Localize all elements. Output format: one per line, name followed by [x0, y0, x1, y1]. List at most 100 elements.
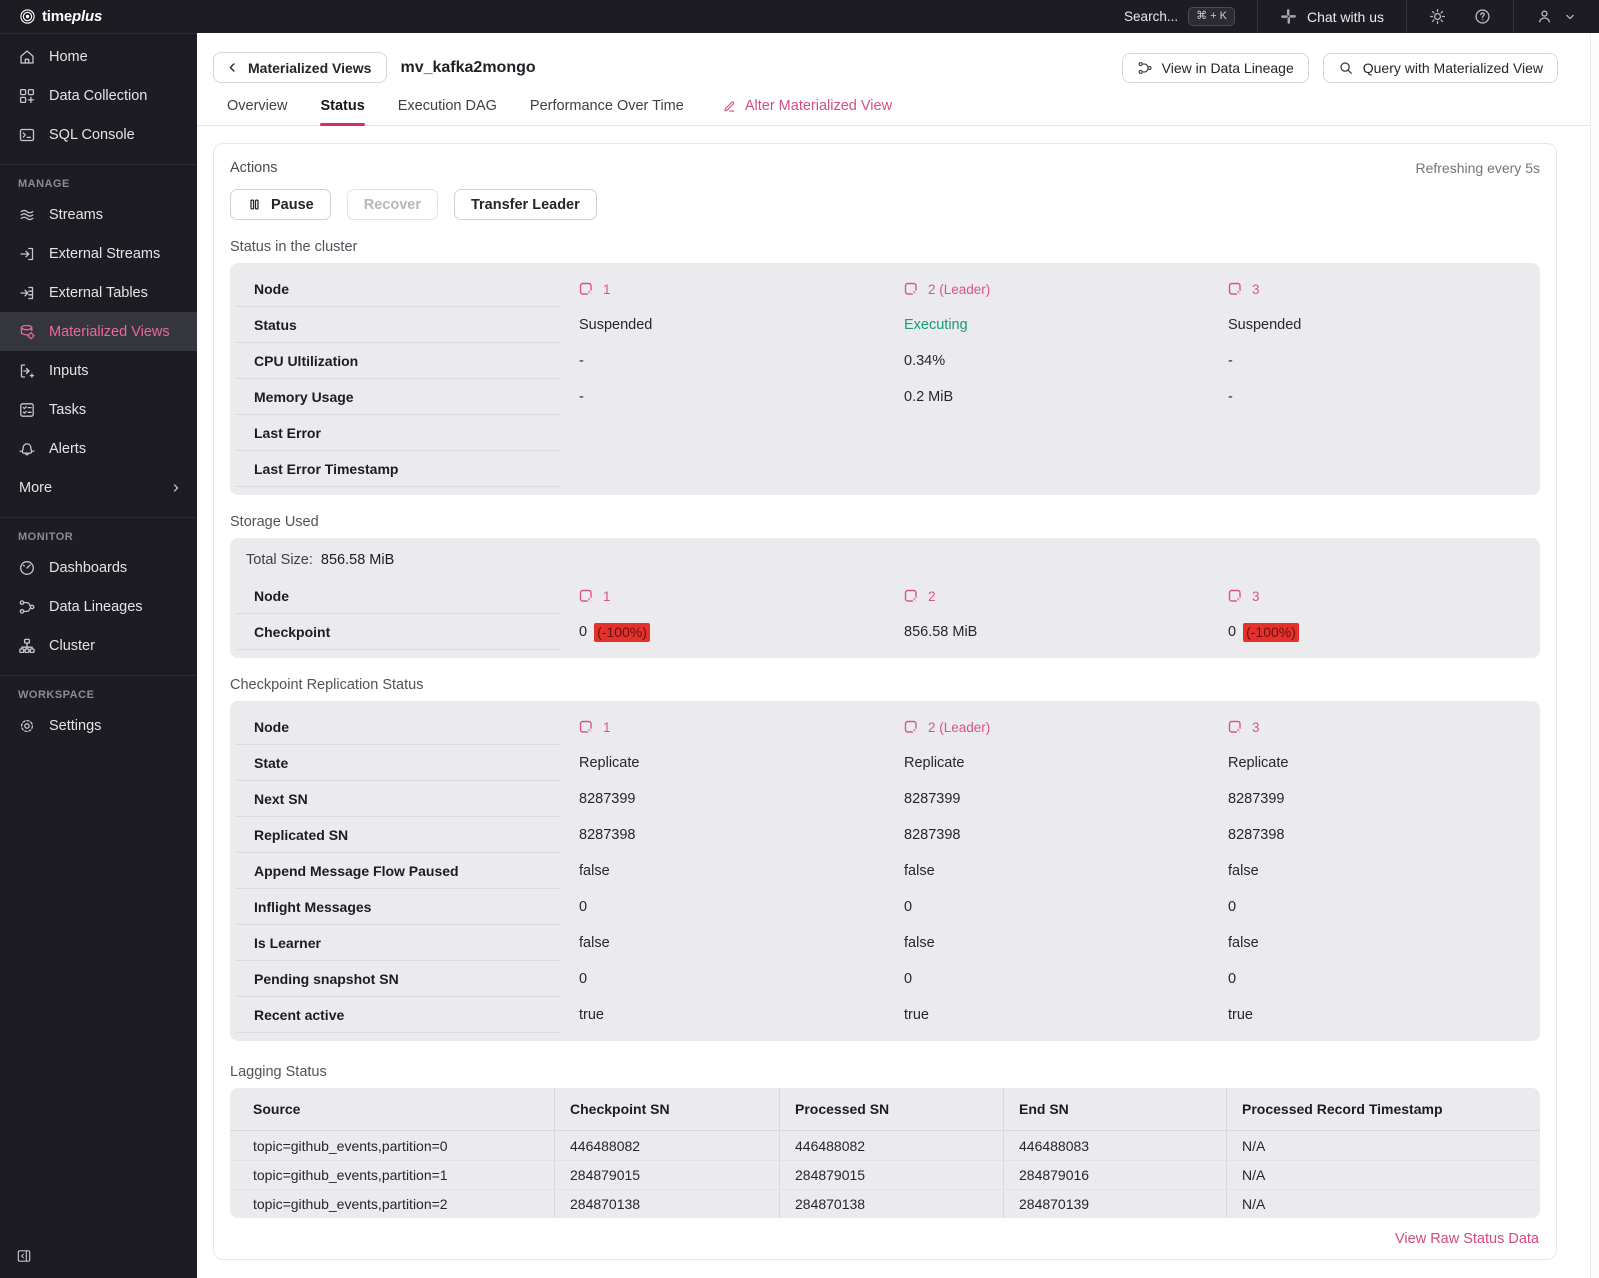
sidebar-item-streams[interactable]: Streams [0, 195, 197, 234]
help-button[interactable] [1460, 0, 1513, 33]
external-tables-icon [20, 286, 34, 299]
collapse-sidebar-icon [17, 1250, 31, 1262]
pencil-icon [724, 100, 735, 112]
node-cell: 3 [1210, 709, 1540, 745]
sidebar-item-more[interactable]: More [0, 468, 197, 507]
back-to-materialized-views-button[interactable]: Materialized Views [213, 52, 388, 83]
sidebar-collapse-button[interactable] [16, 1248, 32, 1264]
total-size-row: Total Size: 856.58 MiB [246, 552, 395, 568]
pause-icon [250, 199, 259, 210]
theme-toggle-button[interactable] [1407, 0, 1460, 33]
tab-execution-dag[interactable]: Execution DAG [397, 98, 497, 114]
storage-used-table: Total Size: 856.58 MiB Node 1 2 3 [230, 538, 1540, 658]
chevron-down-icon [1566, 14, 1574, 19]
sun-icon [1429, 8, 1446, 25]
transfer-leader-button[interactable]: Transfer Leader [453, 189, 597, 220]
refresh-note: Refreshing every 5s [1415, 160, 1540, 176]
data-lineage-icon [1138, 61, 1152, 74]
total-size-value: 856.58 MiB [320, 552, 395, 568]
sidebar-item-settings[interactable]: Settings [0, 706, 197, 745]
table-row: Recent active true true true [230, 997, 1540, 1033]
timeplus-logo-icon [20, 9, 35, 24]
sidebar-item-inputs[interactable]: Inputs [0, 351, 197, 390]
cluster-icon [19, 638, 35, 653]
cluster-status-title: Status in the cluster [230, 239, 358, 255]
external-streams-icon [20, 247, 34, 260]
sidebar-item-label: More [19, 479, 53, 496]
sidebar-item-label: Inputs [49, 362, 89, 379]
materialized-views-icon [20, 324, 35, 339]
page-header: Materialized Views mv_kafka2mongo View i… [197, 33, 1599, 83]
cluster-status-table: Node 1 2 (Leader) 3 Status Suspended Exe… [230, 263, 1540, 495]
node-cell: 2 [886, 578, 1210, 614]
recover-button[interactable]: Recover [346, 189, 438, 220]
executing-status: Executing [904, 317, 968, 333]
sidebar-section-monitor: MONITOR [18, 531, 74, 543]
sidebar: Home Data Collection SQL Console MANAGE … [0, 33, 197, 1278]
brand-name: timeplus [42, 8, 103, 25]
sidebar-item-external-tables[interactable]: External Tables [0, 273, 197, 312]
tab-alter-materialized-view[interactable]: Alter Materialized View [722, 98, 892, 125]
sidebar-item-label: Cluster [49, 637, 95, 654]
chat-with-us-button[interactable]: Chat with us [1258, 0, 1406, 33]
data-collection-icon [19, 88, 35, 103]
scrollbar[interactable] [1590, 33, 1599, 1278]
lagging-status-title: Lagging Status [230, 1064, 327, 1080]
sidebar-item-sql-console[interactable]: SQL Console [0, 115, 197, 154]
table-row: State Replicate Replicate Replicate [230, 745, 1540, 781]
sidebar-item-alerts[interactable]: Alerts [0, 429, 197, 468]
chevron-right-icon [173, 483, 179, 492]
sidebar-item-external-streams[interactable]: External Streams [0, 234, 197, 273]
table-row: topic=github_events,partition=1 28487901… [230, 1160, 1540, 1189]
tab-status[interactable]: Status [320, 98, 366, 126]
table-row: Replicated SN 8287398 8287398 8287398 [230, 817, 1540, 853]
tab-overview[interactable]: Overview [227, 98, 288, 114]
chat-label: Chat with us [1306, 8, 1384, 25]
table-row: Memory Usage - 0.2 MiB - [230, 379, 1540, 415]
node-icon [579, 720, 594, 735]
sidebar-item-label: External Streams [49, 245, 161, 262]
sidebar-item-label: Data Collection [49, 87, 148, 104]
lagging-status-table: Source Checkpoint SN Processed SN End SN… [230, 1088, 1540, 1218]
view-in-data-lineage-button[interactable]: View in Data Lineage [1121, 52, 1309, 83]
sidebar-item-dashboards[interactable]: Dashboards [0, 548, 197, 587]
checkpoint-cell: 0 (-100%) [1210, 614, 1540, 650]
topbar-divider [1256, 0, 1258, 33]
sidebar-section-manage: MANAGE [18, 178, 70, 190]
sidebar-item-home[interactable]: Home [0, 37, 197, 76]
search-label: Search... [1124, 9, 1179, 24]
account-menu[interactable] [1514, 0, 1599, 33]
sidebar-item-label: Alerts [49, 440, 87, 457]
tab-performance-over-time[interactable]: Performance Over Time [529, 98, 684, 114]
table-row: Node 1 2 (Leader) 3 [230, 709, 1540, 745]
page-title: mv_kafka2mongo [400, 58, 536, 76]
checkpoint-cell: 856.58 MiB [904, 624, 978, 640]
sidebar-item-cluster[interactable]: Cluster [0, 626, 197, 665]
query-with-materialized-view-button[interactable]: Query with Materialized View [1322, 52, 1558, 83]
node-icon [904, 720, 919, 735]
node-cell: 1 [561, 271, 886, 307]
table-row: Last Error Timestamp [230, 451, 1540, 487]
sidebar-item-data-lineages[interactable]: Data Lineages [0, 587, 197, 626]
dashboards-icon [20, 560, 34, 575]
sidebar-item-materialized-views[interactable]: Materialized Views [0, 312, 197, 351]
topbar-divider [1406, 0, 1407, 33]
table-row: Node 1 2 3 [230, 578, 1540, 614]
actions-title: Actions [230, 160, 278, 176]
data-lineages-icon [19, 599, 35, 614]
sidebar-item-tasks[interactable]: Tasks [0, 390, 197, 429]
pause-button[interactable]: Pause [230, 189, 331, 220]
sidebar-item-label: Data Lineages [49, 598, 143, 615]
alerts-icon [19, 442, 35, 456]
view-raw-status-data-link[interactable]: View Raw Status Data [1395, 1231, 1539, 1247]
sql-console-icon [19, 128, 35, 141]
node-icon [1228, 282, 1243, 297]
sidebar-item-data-collection[interactable]: Data Collection [0, 76, 197, 115]
sidebar-item-label: Streams [49, 206, 103, 223]
node-icon [579, 282, 594, 297]
sidebar-item-label: Settings [49, 717, 102, 734]
node-cell: 3 [1210, 271, 1540, 307]
sidebar-divider [0, 517, 197, 518]
node-cell: 3 [1210, 578, 1540, 614]
global-search[interactable]: Search... ⌘ + K [1102, 0, 1257, 33]
